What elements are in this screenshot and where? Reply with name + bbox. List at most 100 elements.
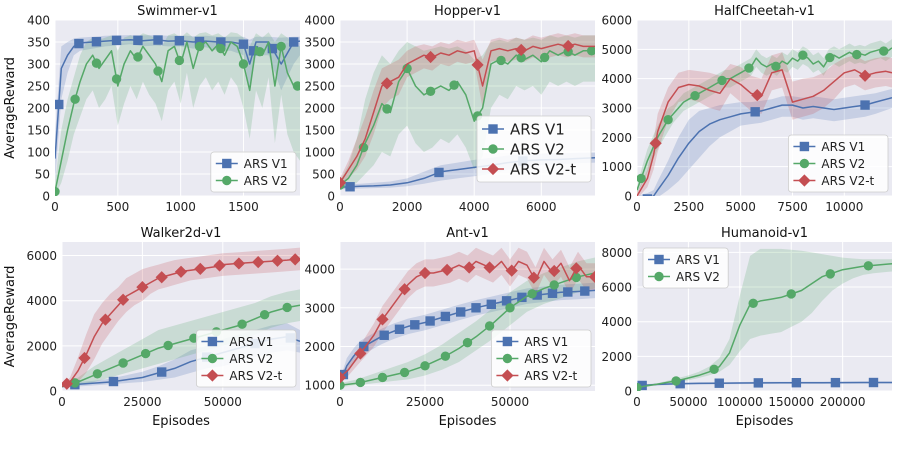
data-point — [486, 299, 497, 310]
y-tick-label: 1000 — [304, 379, 335, 393]
data-point — [547, 288, 558, 298]
data-point — [213, 259, 226, 272]
confidence-band — [637, 88, 892, 196]
data-point — [483, 261, 496, 274]
data-point — [570, 262, 583, 275]
data-point — [78, 351, 91, 365]
legend-marker — [502, 336, 513, 347]
data-point — [505, 303, 515, 313]
series-line — [340, 43, 595, 184]
data-point — [463, 261, 476, 274]
legend-marker — [654, 271, 664, 282]
y-tick-label: 500 — [312, 168, 335, 182]
legend-box — [642, 247, 729, 289]
data-point — [174, 36, 185, 46]
x-tick-label: 50000 — [204, 395, 242, 409]
data-point — [345, 182, 355, 192]
legend: ARS V1 ARS V2 ARS V2-t — [788, 134, 889, 193]
y-tick-label: 0 — [42, 190, 50, 204]
y-tick-label: 5000 — [601, 43, 632, 57]
confidence-band — [637, 248, 892, 389]
y-tick-label: 200 — [27, 102, 50, 116]
series-group — [55, 32, 300, 196]
y-tick-label: 50 — [35, 168, 50, 182]
x-tick-label: 100000 — [717, 395, 763, 409]
data-point — [549, 280, 559, 290]
chart-panel-3: 0 2000 4000 6000 0 25000 50000 Walker2d-v1 Episo… — [3, 226, 300, 429]
chart-title: Walker2d-v1 — [141, 226, 222, 241]
y-tick-label: 1500 — [304, 124, 335, 138]
y-tick-label: 8000 — [601, 246, 632, 260]
data-point — [238, 39, 249, 49]
legend-label: ARS V2 — [229, 352, 273, 366]
chart-panel-2: 0 1000 2000 3000 4000 5000 6000 0 2500 5000 7500 10… — [601, 4, 892, 214]
data-point — [259, 309, 270, 320]
legend-box — [788, 134, 889, 193]
data-point — [440, 311, 451, 322]
legend-label: ARS V1 — [524, 335, 568, 349]
x-tick-label: 25000 — [406, 395, 444, 409]
data-point — [714, 378, 724, 388]
data-point — [539, 52, 550, 63]
data-point — [108, 376, 119, 387]
confidence-band — [637, 52, 892, 196]
data-point — [289, 37, 299, 47]
legend-box — [195, 329, 297, 388]
data-point — [410, 320, 420, 330]
data-point — [379, 330, 389, 340]
chart-title: HalfCheetah-v1 — [714, 4, 815, 19]
legend-label: ARS V2 — [524, 352, 568, 366]
x-tick-label: 1000 — [165, 200, 196, 214]
data-point — [434, 167, 444, 178]
chart-panel-1: 0 500 1000 1500 2000 2500 3000 3500 4000 0 2000 400… — [304, 4, 595, 214]
legend-marker — [798, 174, 811, 187]
y-tick-label: 3000 — [304, 58, 335, 72]
data-point — [562, 39, 575, 53]
data-point — [377, 372, 388, 383]
data-point — [252, 255, 265, 269]
legend-marker — [502, 353, 513, 364]
data-point — [527, 289, 537, 299]
series-line — [637, 47, 892, 191]
data-point — [786, 289, 796, 299]
y-tick-label: 3500 — [304, 36, 335, 50]
y-tick-label: 3000 — [304, 301, 335, 315]
y-tick-label: 0 — [49, 385, 57, 399]
data-point — [136, 281, 149, 294]
x-tick-label: 0 — [336, 395, 344, 409]
x-tick-label: 7500 — [777, 200, 808, 214]
y-tick-label: 350 — [27, 36, 50, 50]
legend-marker — [486, 162, 500, 176]
data-point — [118, 358, 128, 368]
data-point — [70, 94, 80, 104]
data-point — [425, 86, 436, 96]
data-point — [382, 104, 392, 114]
data-point — [791, 378, 802, 388]
data-point — [153, 66, 163, 76]
data-point — [111, 35, 122, 46]
data-point — [424, 50, 437, 64]
data-point — [642, 194, 653, 196]
data-point — [174, 55, 185, 66]
data-point — [671, 376, 681, 386]
data-point — [753, 378, 764, 388]
x-tick-label: 0 — [633, 395, 641, 409]
x-tick-label: 500 — [106, 200, 129, 214]
data-point — [418, 266, 432, 280]
x-tick-label: 4000 — [459, 200, 490, 214]
data-point — [155, 271, 168, 284]
data-point — [748, 298, 758, 309]
data-point — [394, 324, 405, 334]
data-point — [420, 361, 430, 371]
x-tick-label: 50000 — [491, 395, 529, 409]
legend-marker — [501, 369, 514, 382]
data-point — [860, 100, 870, 110]
x-tick-label: 150000 — [768, 395, 814, 409]
x-tick-label: 50000 — [669, 395, 707, 409]
y-tick-label: 0 — [624, 190, 632, 204]
data-point — [271, 254, 284, 267]
data-point — [194, 262, 207, 275]
data-point — [133, 52, 143, 62]
legend-label: ARS V1 — [229, 335, 273, 349]
y-tick-label: 4000 — [601, 72, 632, 86]
